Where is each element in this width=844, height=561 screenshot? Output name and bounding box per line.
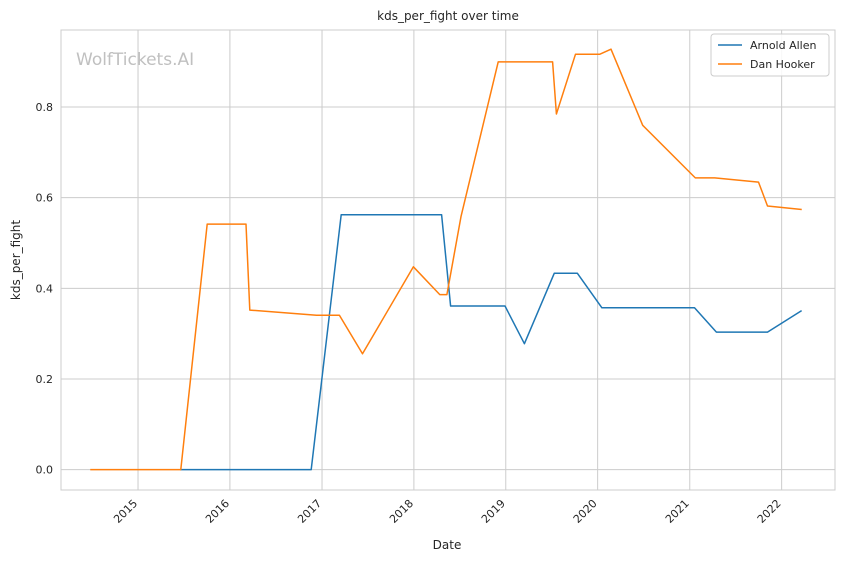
x-tick-label: 2018 [387, 497, 416, 526]
x-tick-label: 2019 [479, 497, 508, 526]
x-tick-label: 2020 [571, 497, 600, 526]
x-axis-label: Date [433, 538, 462, 552]
y-tick-label: 0.4 [36, 282, 54, 295]
x-tick-label: 2016 [203, 497, 232, 526]
x-tick-label: 2017 [295, 497, 324, 526]
x-tick-label: 2022 [755, 497, 784, 526]
legend-label-dan-hooker: Dan Hooker [750, 58, 815, 71]
grid-lines [61, 30, 835, 490]
y-axis-ticks: 0.0 0.2 0.4 0.6 0.8 [36, 101, 54, 477]
y-tick-label: 0.0 [36, 464, 54, 477]
series-lines [90, 48, 803, 471]
y-axis-label: kds_per_fight [9, 220, 23, 301]
x-axis-ticks: 2015 2016 2017 2018 2019 2020 2021 2022 [111, 497, 784, 526]
series-line-arnold-allen [180, 213, 803, 471]
legend: Arnold Allen Dan Hooker [710, 33, 830, 77]
y-tick-label: 0.6 [36, 192, 54, 205]
chart-title: kds_per_fight over time [377, 9, 519, 23]
y-tick-label: 0.2 [36, 373, 54, 386]
x-tick-label: 2015 [111, 497, 140, 526]
legend-label-arnold-allen: Arnold Allen [750, 39, 816, 52]
watermark-text: WolfTickets.AI [76, 50, 194, 70]
x-tick-label: 2021 [663, 497, 692, 526]
plot-frame [60, 29, 836, 491]
series-line-dan-hooker [90, 48, 802, 471]
y-tick-label: 0.8 [36, 101, 54, 114]
